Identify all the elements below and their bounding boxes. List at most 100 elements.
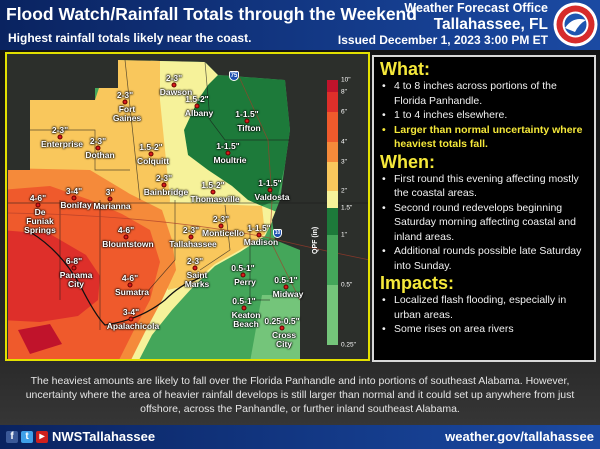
- social-handle[interactable]: NWSTallahassee: [52, 429, 156, 444]
- city-name: Blountstown: [102, 239, 154, 249]
- legend-tick-label: 0.25": [341, 341, 356, 349]
- city-name: Marks: [184, 279, 210, 289]
- city-marker: [192, 265, 198, 271]
- what-heading: What:: [380, 59, 430, 79]
- legend-swatch: [327, 285, 338, 345]
- zone-2-3-tallahassee: [160, 202, 265, 290]
- rainfall-value: 1-1.5": [235, 109, 259, 119]
- rainfall-value: 2-3": [186, 256, 204, 266]
- legend-swatch: [327, 92, 338, 112]
- rainfall-value: 2-3": [182, 225, 200, 235]
- rainfall-value: 3": [105, 187, 115, 197]
- impacts-list: Localized flash flooding, especially in …: [380, 293, 588, 337]
- rainfall-value: 1.5-2": [201, 180, 225, 190]
- list-item: Some rises on area rivers: [380, 322, 588, 337]
- city-name: Dawson: [159, 87, 193, 97]
- list-item: 1 to 4 inches elsewhere.: [380, 108, 588, 123]
- city-name: Gaines: [112, 113, 142, 123]
- city-name: Apalachicola: [106, 321, 160, 331]
- rainfall-value: 2-3": [165, 73, 183, 83]
- city-marker: [241, 305, 247, 311]
- city-marker: [279, 325, 285, 331]
- rainfall-value: 6-8": [65, 256, 83, 266]
- legend-tick-label: 6": [341, 108, 347, 116]
- legend-tick-label: 3": [341, 158, 347, 166]
- city-name: Perry: [234, 277, 256, 287]
- legend-swatch: [327, 191, 338, 208]
- city-name: Enterprise: [40, 139, 84, 149]
- city-name: Midway: [272, 289, 304, 299]
- county-borders: [8, 59, 368, 330]
- when-heading: When:: [380, 151, 435, 172]
- city-marker: [161, 182, 167, 188]
- twitter-icon[interactable]: t: [21, 431, 33, 443]
- list-item: First round this evening affecting mostl…: [380, 172, 588, 201]
- legend-tick-label: 2": [341, 187, 347, 195]
- legend-tick-label: 8": [341, 88, 347, 96]
- city-name: Bainbridge: [143, 187, 189, 197]
- rainfall-value: 2-3": [212, 214, 230, 224]
- office-name: Tallahassee, FL: [433, 15, 548, 33]
- city-name: Panama: [59, 270, 93, 280]
- subtitle: Highest rainfall totals likely near the …: [8, 31, 252, 45]
- city-name: Marianna: [93, 201, 131, 211]
- office-label: Weather Forecast Office: [404, 1, 548, 15]
- city-name: Thomasville: [190, 194, 240, 204]
- city-marker: [283, 284, 289, 290]
- list-item: Localized flash flooding, especially in …: [380, 293, 588, 322]
- legend-tick-label: 4": [341, 138, 347, 146]
- city-name: De: [34, 207, 46, 217]
- city-name: Madison: [243, 237, 279, 247]
- what-list: 4 to 8 inches across portions of the Flo…: [380, 79, 588, 152]
- nws-logo-icon: [553, 2, 598, 47]
- interstate-75-shield-icon: 75: [229, 71, 239, 81]
- website-link[interactable]: weather.gov/tallahassee: [445, 429, 594, 444]
- interstate-10-shield-icon: 10: [273, 229, 282, 238]
- rainfall-value: 4-6": [121, 273, 139, 283]
- city-name: Fort: [118, 104, 136, 114]
- rainfall-value: 0.25-0.5": [264, 316, 300, 326]
- rainfall-value: 1.5-2": [185, 94, 209, 104]
- city-name: Valdosta: [254, 192, 290, 202]
- legend-tick-label: 1.5": [341, 204, 353, 212]
- city-name: Moultrie: [213, 155, 247, 165]
- rainfall-value: 2-3": [89, 136, 107, 146]
- legend-swatch: [327, 235, 338, 285]
- rainfall-value: 3-4": [65, 186, 83, 196]
- city-marker: [240, 272, 246, 278]
- info-panel: What: 4 to 8 inches across portions of t…: [372, 55, 596, 362]
- rainfall-value: 4-6": [117, 225, 135, 235]
- city-name: Tifton: [237, 123, 261, 133]
- city-name: Dothan: [85, 150, 115, 160]
- city-name: Springs: [24, 225, 56, 235]
- city-name: Monticello: [201, 228, 245, 238]
- city-marker: [225, 150, 231, 156]
- city-name: Sumatra: [114, 287, 150, 297]
- city-marker: [71, 265, 77, 271]
- city-name: City: [67, 279, 85, 289]
- footer-text: The heaviest amounts are likely to fall …: [25, 375, 575, 415]
- rainfall-value: 4-6": [29, 193, 47, 203]
- youtube-icon[interactable]: ▸: [36, 431, 48, 443]
- city-marker: [210, 189, 216, 195]
- city-name: Bonifay: [60, 200, 92, 210]
- rainfall-value: 0.5-1": [231, 263, 255, 273]
- city-marker: [267, 187, 273, 193]
- city-marker: [57, 134, 63, 140]
- city-name: Keaton: [231, 310, 261, 320]
- city-marker: [122, 99, 128, 105]
- city-name: Cross: [271, 330, 297, 340]
- legend-swatch: [327, 80, 338, 92]
- page-title: Flood Watch/Rainfall Totals through the …: [6, 4, 417, 24]
- city-marker: [128, 316, 134, 322]
- when-list: First round this evening affecting mostl…: [380, 172, 588, 274]
- facebook-icon[interactable]: f: [6, 431, 18, 443]
- city-marker: [35, 202, 41, 208]
- city-marker: [218, 223, 224, 229]
- city-marker: [148, 151, 154, 157]
- city-marker: [107, 196, 113, 202]
- list-item-highlight: Larger than normal uncertainty where hea…: [380, 123, 588, 152]
- zone-8-10: [18, 324, 62, 354]
- bottom-bar: f t ▸ NWSTallahassee weather.gov/tallaha…: [0, 425, 600, 449]
- city-marker: [95, 145, 101, 151]
